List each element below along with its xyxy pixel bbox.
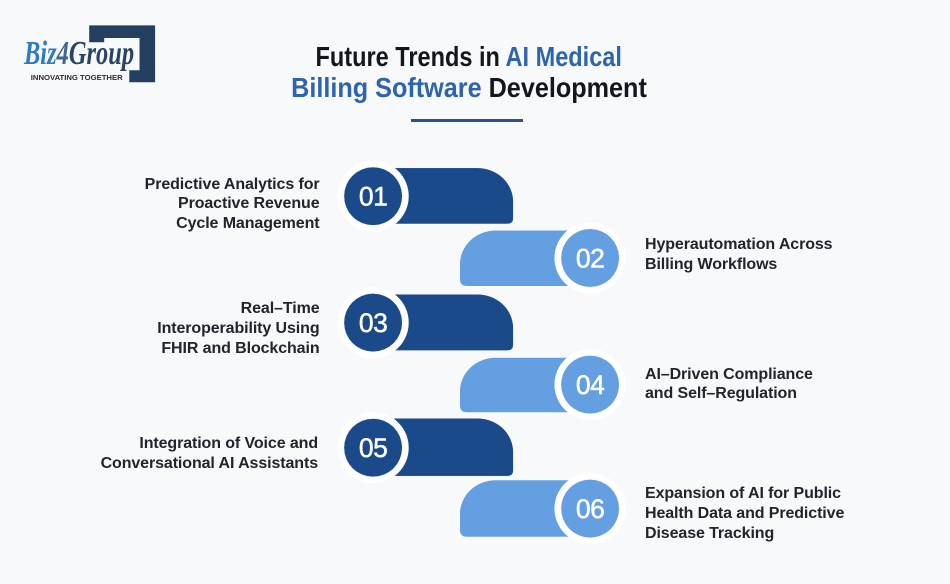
- svg-text:05: 05: [359, 433, 387, 463]
- svg-text:04: 04: [576, 370, 604, 400]
- svg-text:03: 03: [359, 308, 387, 338]
- svg-text:06: 06: [576, 494, 604, 524]
- svg-text:01: 01: [359, 182, 387, 212]
- svg-text:02: 02: [576, 244, 604, 274]
